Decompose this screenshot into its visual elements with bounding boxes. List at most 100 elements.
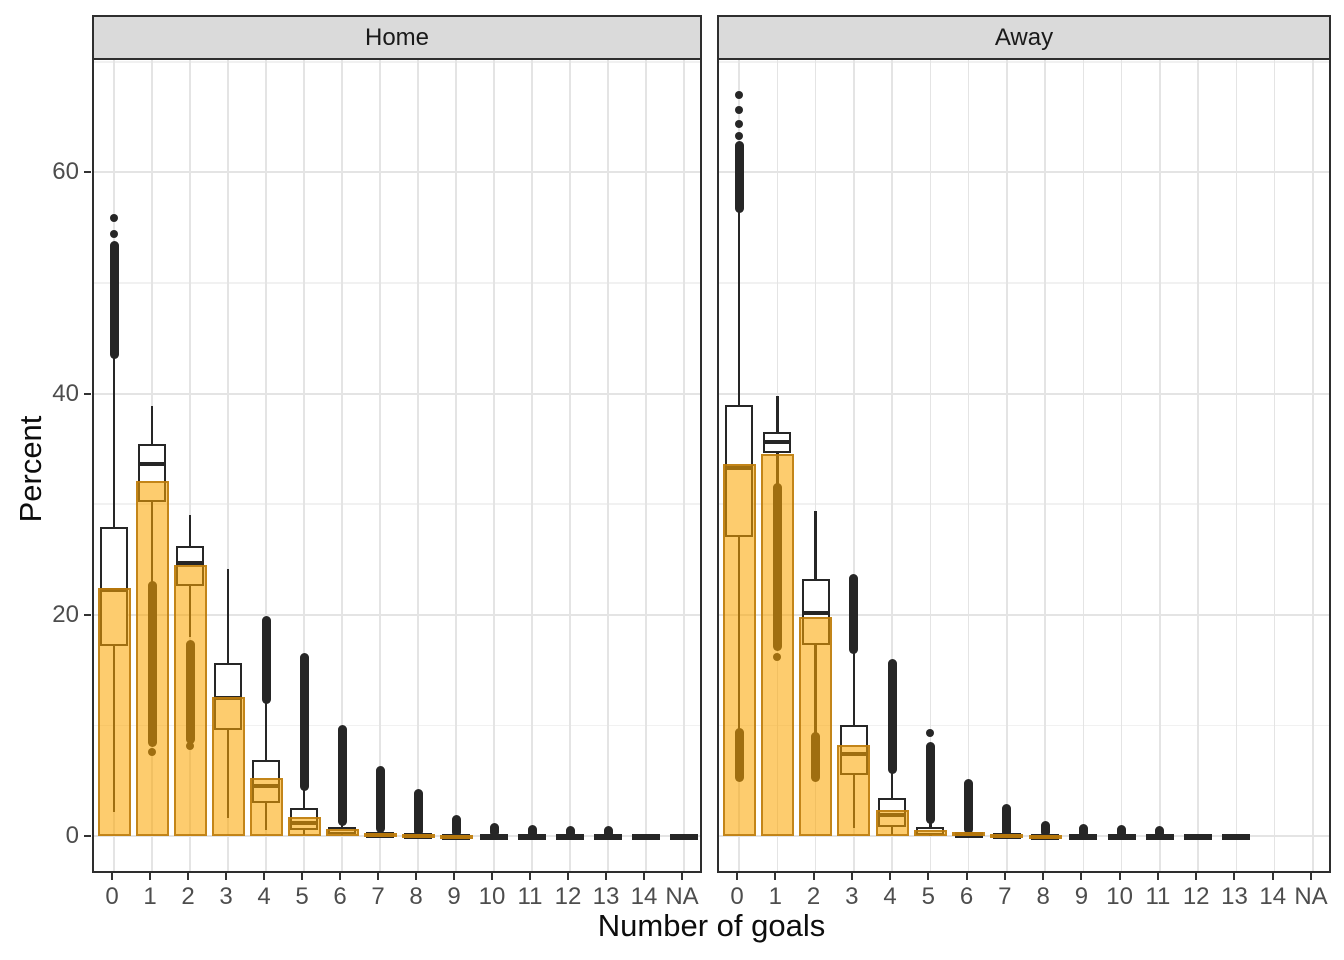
x-axis-home: 0 1 2 3 4 5 6 7 8 9 10 11 12 13 14 NA xyxy=(92,873,702,917)
y-tick-60 xyxy=(84,171,91,174)
gridline-minor-y50 xyxy=(719,282,1329,284)
gridline-x-6 xyxy=(967,60,970,871)
boxplot-median xyxy=(176,560,204,565)
x-tick-label-5: 5 xyxy=(921,883,935,910)
boxplot-median xyxy=(801,610,830,615)
x-axis-title: Number of goals xyxy=(597,908,826,943)
x-tick-6 xyxy=(965,873,968,880)
x-tick-7 xyxy=(377,873,379,880)
x-tick-8 xyxy=(1042,873,1045,880)
boxplot-upper-whisker xyxy=(814,510,817,580)
boxplot-box xyxy=(1184,833,1213,840)
gridline-minor-y10 xyxy=(719,724,1329,727)
x-tick-11 xyxy=(529,873,531,880)
outlier-column-above xyxy=(734,140,744,213)
x-tick-2 xyxy=(187,873,189,880)
x-tick-3 xyxy=(225,873,227,880)
x-tick-2 xyxy=(812,873,815,880)
outlier-dot xyxy=(735,119,743,128)
x-tick-label-1: 1 xyxy=(768,883,782,910)
boxplot-box xyxy=(1107,833,1136,840)
y-tick-label-40: 40 xyxy=(52,379,79,407)
x-tick-label-6: 6 xyxy=(333,883,347,910)
y-tick-20 xyxy=(84,613,91,616)
x-tick-8 xyxy=(415,873,417,880)
y-tick-label-0: 0 xyxy=(65,822,79,849)
boxplot-box xyxy=(670,833,698,840)
outlier-column-above xyxy=(261,616,271,704)
observed-percent-bar xyxy=(401,834,435,839)
gridline-x-3 xyxy=(853,60,855,871)
gridline-x-5 xyxy=(929,60,932,871)
gridline-x-14 xyxy=(645,60,647,871)
boxplot-median xyxy=(763,440,792,445)
gridline-major-y60 xyxy=(94,171,700,174)
boxplot-box xyxy=(518,833,546,840)
x-tick-label-12: 12 xyxy=(554,883,582,910)
observed-percent-bar xyxy=(913,829,947,836)
gridline-x-12 xyxy=(1197,60,1199,871)
outlier-column-above xyxy=(337,724,347,826)
x-tick-14 xyxy=(1271,873,1274,880)
outlier-column-above xyxy=(849,574,859,655)
outlier-dot xyxy=(735,131,743,140)
observed-percent-bar xyxy=(173,565,207,836)
x-tick-label-7: 7 xyxy=(998,883,1012,910)
gridline-minor-y30 xyxy=(94,503,700,505)
outlier-column-above xyxy=(299,652,309,792)
x-tick-label-14: 14 xyxy=(1259,883,1287,910)
gridline-minor-y70 xyxy=(719,61,1329,63)
x-tick-label-2: 2 xyxy=(806,883,821,910)
x-tick-label-3: 3 xyxy=(845,883,859,910)
y-axis: 0 20 40 60 xyxy=(0,0,92,960)
boxplot-upper-whisker xyxy=(264,699,268,760)
gridline-major-y40 xyxy=(719,392,1329,395)
boxplot-box xyxy=(1145,833,1174,840)
x-tick-label-11: 11 xyxy=(1145,883,1171,910)
outlier-column-above xyxy=(1117,825,1127,838)
gridline-x-5 xyxy=(303,60,305,871)
x-tick-5 xyxy=(927,873,930,880)
x-tick-label-7: 7 xyxy=(371,883,385,910)
x-tick-0 xyxy=(736,873,738,880)
outlier-dot xyxy=(735,106,743,115)
gridline-minor-y10 xyxy=(94,724,700,727)
x-tick-label-1: 1 xyxy=(143,883,157,910)
x-tick-12 xyxy=(567,873,569,880)
x-tick-13 xyxy=(1233,873,1236,880)
gridline-x-6 xyxy=(341,60,343,871)
x-tick-label-2: 2 xyxy=(181,883,195,910)
gridline-x-3 xyxy=(227,60,229,871)
y-tick-label-60: 60 xyxy=(52,158,79,186)
gridline-x-13 xyxy=(1235,60,1238,871)
x-tick-5 xyxy=(301,873,303,880)
gridline-x-11 xyxy=(1159,60,1161,871)
gridline-x-14 xyxy=(1273,60,1276,871)
x-tick-label-13: 13 xyxy=(592,883,620,910)
x-tick-label-4: 4 xyxy=(257,883,271,910)
outlier-column-above xyxy=(1078,824,1088,838)
gridline-major-y60 xyxy=(719,171,1329,174)
observed-percent-bar xyxy=(363,832,397,837)
outlier-column-above xyxy=(603,826,613,838)
x-tick-0 xyxy=(111,873,113,880)
boxplot-upper-whisker xyxy=(188,515,192,547)
x-tick-12 xyxy=(1195,873,1198,880)
boxplot-upper-whisker xyxy=(737,208,741,405)
outlier-column-above xyxy=(887,659,897,774)
y-tick-40 xyxy=(84,392,91,395)
gridline-x-2 xyxy=(814,60,817,871)
x-tick-1 xyxy=(774,873,777,880)
gridline-x-4 xyxy=(265,60,267,871)
boxplot-upper-whisker xyxy=(929,821,932,828)
outlier-column-above xyxy=(1155,826,1165,839)
x-tick-6 xyxy=(339,873,341,880)
gridline-major-y20 xyxy=(94,613,700,616)
facet-strip-away-label: Away xyxy=(994,23,1054,51)
boxplot-upper-whisker xyxy=(150,405,154,445)
outlier-column-above xyxy=(565,826,575,838)
boxplot-box xyxy=(556,833,584,840)
gridline-x-4 xyxy=(891,60,893,871)
x-tick-label-5: 5 xyxy=(295,883,309,910)
